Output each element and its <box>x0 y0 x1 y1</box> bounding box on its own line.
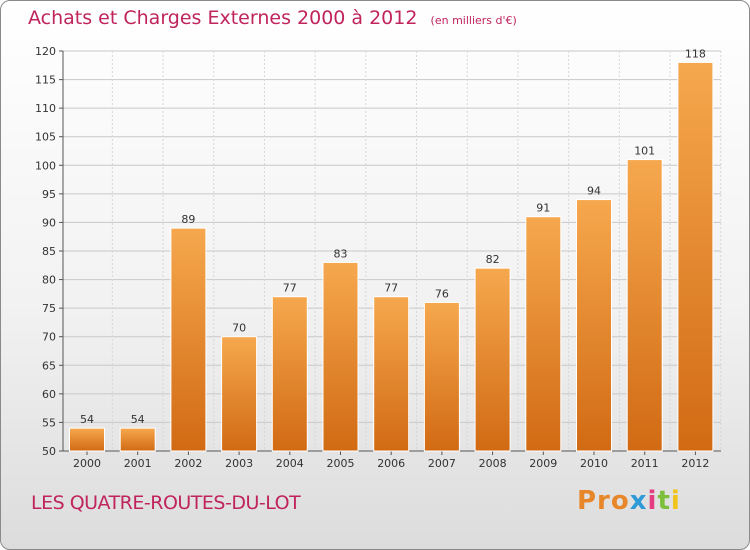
y-tick-label: 110 <box>35 102 56 115</box>
value-labels: 54 54 89 70 77 83 77 76 82 91 94 101 118 <box>80 47 706 426</box>
bar <box>525 216 562 452</box>
bar-value-label: 70 <box>232 322 246 335</box>
bar <box>576 199 612 452</box>
bar <box>221 336 258 452</box>
x-tick-label: 2010 <box>580 457 608 470</box>
bar <box>69 427 105 452</box>
bar <box>626 159 663 452</box>
y-tick-label: 120 <box>35 45 56 58</box>
bar <box>119 427 156 452</box>
bars <box>69 61 714 452</box>
bar <box>423 301 460 452</box>
bar-value-label: 54 <box>131 413 145 426</box>
chart-title-text: Achats et Charges Externes 2000 à 2012 <box>28 7 418 29</box>
x-tick-label: 2008 <box>479 457 507 470</box>
x-tick-label: 2012 <box>681 457 709 470</box>
x-tick-label: 2002 <box>174 457 202 470</box>
commune-name: LES QUATRE-ROUTES-DU-LOT <box>31 492 301 514</box>
x-tick-label: 2011 <box>631 457 659 470</box>
y-tick-label: 95 <box>42 188 56 201</box>
bar-value-label: 101 <box>634 145 655 158</box>
bar <box>170 227 207 452</box>
bar-value-label: 91 <box>536 202 550 215</box>
bar <box>322 261 359 452</box>
x-tick-label: 2009 <box>529 457 557 470</box>
chart-unit-note: (en milliers d'€) <box>430 14 517 27</box>
y-tick-label: 70 <box>42 331 56 344</box>
x-tick-label: 2003 <box>225 457 253 470</box>
y-tick-label: 90 <box>42 216 56 229</box>
x-tick-label: 2000 <box>73 457 101 470</box>
y-tick-label: 65 <box>42 359 56 372</box>
bar <box>271 296 308 452</box>
y-tick-label: 55 <box>42 416 56 429</box>
bar-value-label: 77 <box>283 282 297 295</box>
y-tick-label: 80 <box>42 274 56 287</box>
bar-value-label: 94 <box>587 185 601 198</box>
logo-part: i <box>647 486 658 516</box>
y-tick-label: 105 <box>35 131 56 144</box>
bar <box>474 267 511 452</box>
y-tick-label: 50 <box>42 445 56 458</box>
y-tick-label: 75 <box>42 302 56 315</box>
x-tick-label: 2005 <box>327 457 355 470</box>
bar <box>677 61 714 452</box>
bar-value-label: 89 <box>181 213 195 226</box>
bar-value-label: 82 <box>486 253 500 266</box>
y-tick-labels: 50 55 60 65 70 75 80 85 90 95 100 105 110 115 120 <box>35 45 56 458</box>
bar-value-label: 54 <box>80 413 94 426</box>
logo-part: i <box>670 486 681 516</box>
y-tick-label: 60 <box>42 388 56 401</box>
x-tick-label: 2004 <box>276 457 304 470</box>
bar <box>373 296 410 452</box>
bar-value-label: 76 <box>435 287 449 300</box>
chart-title: Achats et Charges Externes 2000 à 2012 (… <box>28 7 517 29</box>
bar-value-label: 118 <box>685 47 706 60</box>
bar-value-label: 83 <box>334 247 348 260</box>
x-tick-label: 2001 <box>124 457 152 470</box>
x-tick-labels: 2000 2001 2002 2003 2004 2005 2006 2007 2008 2009… <box>73 457 709 470</box>
y-tick-label: 100 <box>35 159 56 172</box>
x-tick-label: 2006 <box>377 457 405 470</box>
bar-value-label: 77 <box>384 282 398 295</box>
y-tick-label: 85 <box>42 245 56 258</box>
logo-part: t <box>657 486 671 516</box>
y-tick-label: 115 <box>35 74 56 87</box>
logo-part: x <box>629 486 648 516</box>
x-tick-label: 2007 <box>428 457 456 470</box>
proxiti-logo: Proxiti <box>577 486 681 516</box>
logo-part: Pro <box>577 486 630 516</box>
